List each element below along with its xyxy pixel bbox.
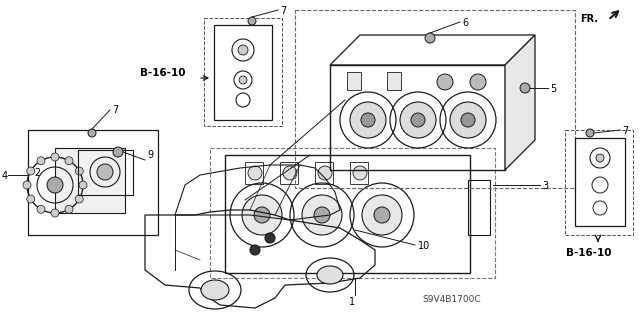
Bar [280,162,298,184]
Circle shape [450,102,486,138]
Bar [214,25,272,120]
Circle shape [65,157,73,165]
Bar [225,155,470,273]
Circle shape [411,113,425,127]
Bar [330,65,505,170]
Bar [28,130,158,235]
Circle shape [596,154,604,162]
Circle shape [37,205,45,213]
Circle shape [425,33,435,43]
Text: 7: 7 [112,105,118,115]
Circle shape [51,153,59,161]
Bar [468,180,490,235]
Circle shape [461,113,475,127]
Bar [55,148,125,213]
Circle shape [27,167,35,175]
Circle shape [520,83,530,93]
Polygon shape [505,35,535,170]
Text: 4: 4 [2,171,8,181]
Circle shape [265,233,275,243]
Circle shape [238,45,248,55]
Circle shape [113,147,123,157]
Text: 6: 6 [462,18,468,28]
Circle shape [97,164,113,180]
Circle shape [79,181,87,189]
Circle shape [283,166,297,180]
Circle shape [374,207,390,223]
Circle shape [239,76,247,84]
Circle shape [65,205,73,213]
Text: 7: 7 [280,6,286,16]
Text: B-16-10: B-16-10 [566,248,611,258]
Circle shape [76,195,83,203]
Circle shape [302,195,342,235]
Bar [347,72,361,90]
Circle shape [76,167,83,175]
Circle shape [242,195,282,235]
Circle shape [248,166,262,180]
Bar [78,150,133,195]
Text: S9V4B1700C: S9V4B1700C [422,295,481,304]
Circle shape [586,129,594,137]
Text: B-16-10: B-16-10 [140,68,186,78]
Circle shape [37,157,45,165]
Circle shape [47,177,63,193]
Bar [350,162,368,184]
Circle shape [248,17,256,25]
Circle shape [361,113,375,127]
Circle shape [350,102,386,138]
Circle shape [23,181,31,189]
Text: 2: 2 [34,168,40,178]
Ellipse shape [317,266,343,284]
Bar [204,18,282,126]
Circle shape [353,166,367,180]
Circle shape [51,209,59,217]
Circle shape [27,195,35,203]
Circle shape [250,245,260,255]
Circle shape [318,166,332,180]
Text: FR.: FR. [580,14,598,24]
Circle shape [400,102,436,138]
Text: 5: 5 [550,84,556,94]
Bar [387,72,401,90]
Bar [295,10,575,188]
Ellipse shape [201,280,229,300]
Text: 3: 3 [542,181,548,191]
Bar [245,162,263,184]
Text: 9: 9 [147,150,153,160]
Text: 7: 7 [622,126,628,136]
Circle shape [362,195,402,235]
Text: 10: 10 [418,241,430,251]
Circle shape [88,129,96,137]
Circle shape [254,207,270,223]
Bar [575,138,625,226]
Circle shape [314,207,330,223]
Bar [565,130,633,235]
Bar [210,148,495,278]
Text: 1: 1 [349,297,355,307]
Circle shape [470,74,486,90]
Circle shape [437,74,453,90]
Bar [315,162,333,184]
